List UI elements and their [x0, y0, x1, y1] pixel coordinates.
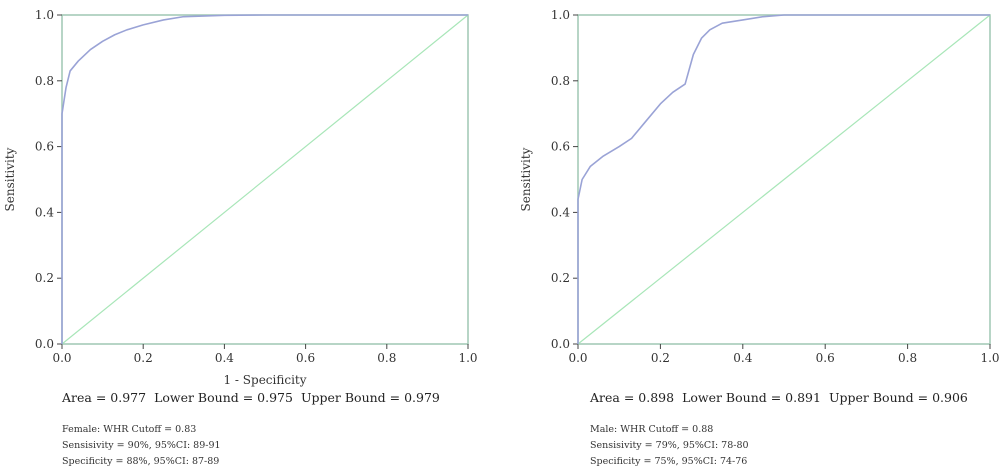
x-tick-label: 0.4: [215, 351, 234, 365]
y-tick-label: 0.6: [551, 140, 570, 154]
roc-stats: Area = 0.898 Lower Bound = 0.891 Upper Bou…: [589, 390, 968, 405]
lower-bound-value: Lower Bound = 0.891: [682, 390, 821, 405]
x-tick-label: 0.4: [733, 351, 752, 365]
y-tick-label: 0.0: [551, 337, 570, 351]
y-tick-label: 0.8: [551, 74, 570, 88]
area-value: Area = 0.977: [61, 390, 146, 405]
x-tick-label: 0.0: [568, 351, 587, 365]
y-tick-label: 0.6: [35, 140, 54, 154]
cutoff-note: Sensisivity = 90%, 95%CI: 89-91: [62, 440, 221, 451]
x-tick-label: 0.6: [816, 351, 835, 365]
x-tick-label: 0.2: [651, 351, 670, 365]
area-value: Area = 0.898: [589, 390, 674, 405]
y-tick-label: 0.8: [35, 74, 54, 88]
roc-stats: Area = 0.977 Lower Bound = 0.975 Upper Bou…: [61, 390, 440, 405]
y-axis-label: Sensitivity: [519, 147, 533, 211]
x-tick-label: 0.2: [134, 351, 153, 365]
cutoff-note: Male: WHR Cutoff = 0.88: [590, 424, 713, 435]
x-tick-label: 1.0: [458, 351, 477, 365]
upper-bound-value: Upper Bound = 0.906: [829, 390, 968, 405]
cutoff-note: Female: WHR Cutoff = 0.83: [62, 424, 196, 435]
x-tick-label: 0.0: [52, 351, 71, 365]
roc-chart-1: 0.0 0.2 0.4 0.6 0.8 1.0 0.0 0.2 0.4 0.6 0.8 1.0 Sens…: [3, 8, 478, 467]
lower-bound-value: Lower Bound = 0.975: [154, 390, 293, 405]
x-tick-label: 0.8: [898, 351, 917, 365]
roc-chart-2: 0.0 0.2 0.4 0.6 0.8 1.0 0.0 0.2 0.4 0.6 0.8 1.0 Sens…: [519, 8, 1000, 467]
cutoff-note: Sensisivity = 79%, 95%CI: 78-80: [590, 440, 749, 451]
x-tick-label: 0.8: [377, 351, 396, 365]
upper-bound-value: Upper Bound = 0.979: [301, 390, 440, 405]
roc-curve: [61, 14, 468, 344]
reference-line: [577, 14, 991, 345]
x-tick-label: 1.0: [980, 351, 999, 365]
cutoff-note: Specificity = 88%, 95%CI: 87-89: [62, 456, 219, 467]
cutoff-note: Specificity = 75%, 95%CI: 74-76: [590, 456, 747, 467]
y-tick-label: 0.4: [551, 205, 570, 219]
roc-curve: [577, 14, 990, 344]
y-tick-label: 1.0: [551, 8, 570, 22]
y-tick-label: 1.0: [35, 8, 54, 22]
y-tick-label: 0.0: [35, 337, 54, 351]
x-axis-label: 1 - Specificity: [223, 373, 306, 387]
reference-line: [61, 14, 469, 345]
y-axis-label: Sensitivity: [3, 147, 17, 211]
x-tick-label: 0.6: [296, 351, 315, 365]
y-tick-label: 0.2: [551, 271, 570, 285]
y-tick-label: 0.4: [35, 205, 54, 219]
y-tick-label: 0.2: [35, 271, 54, 285]
